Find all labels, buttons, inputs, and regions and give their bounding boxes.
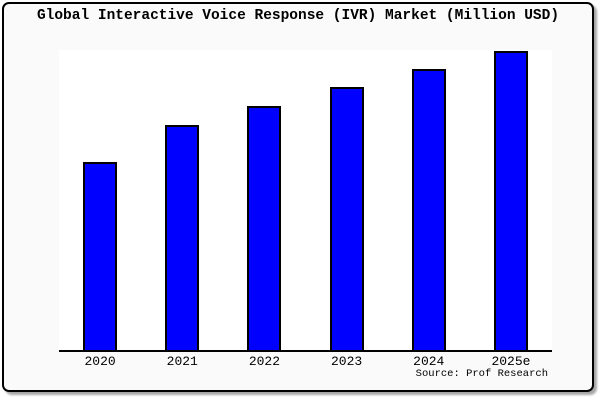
bar-slot-2021 — [141, 50, 223, 350]
bar-slot-2020 — [59, 50, 141, 350]
x-tick-label-2025e: 2025e — [491, 354, 531, 369]
x-tick-label-2020: 2020 — [84, 354, 116, 369]
bar-slot-2022 — [223, 50, 305, 350]
x-tick-label-2022: 2022 — [248, 354, 281, 369]
bar-2025e — [493, 51, 528, 350]
x-tick-label-2023: 2023 — [330, 354, 363, 369]
bars-container — [59, 50, 552, 350]
bar-slot-2023 — [306, 50, 388, 350]
bar-2022 — [247, 106, 282, 350]
chart-title: Global Interactive Voice Response (IVR) … — [36, 8, 560, 24]
bar-slot-2025e — [470, 50, 552, 350]
bar-2021 — [165, 125, 200, 350]
bar-2024 — [411, 69, 446, 350]
bar-slot-2024 — [388, 50, 470, 350]
x-tick-label-2021: 2021 — [166, 354, 198, 369]
x-tick-label-2024: 2024 — [413, 354, 445, 369]
source-credit: Source: Prof Research — [415, 368, 548, 380]
bar-2020 — [83, 162, 118, 350]
chart-frame: Global Interactive Voice Response (IVR) … — [2, 2, 594, 392]
x-axis-labels: 2020 2021 2022 2023 2024 2025e — [59, 354, 552, 369]
bar-2023 — [329, 87, 364, 350]
plot-area — [59, 50, 552, 352]
